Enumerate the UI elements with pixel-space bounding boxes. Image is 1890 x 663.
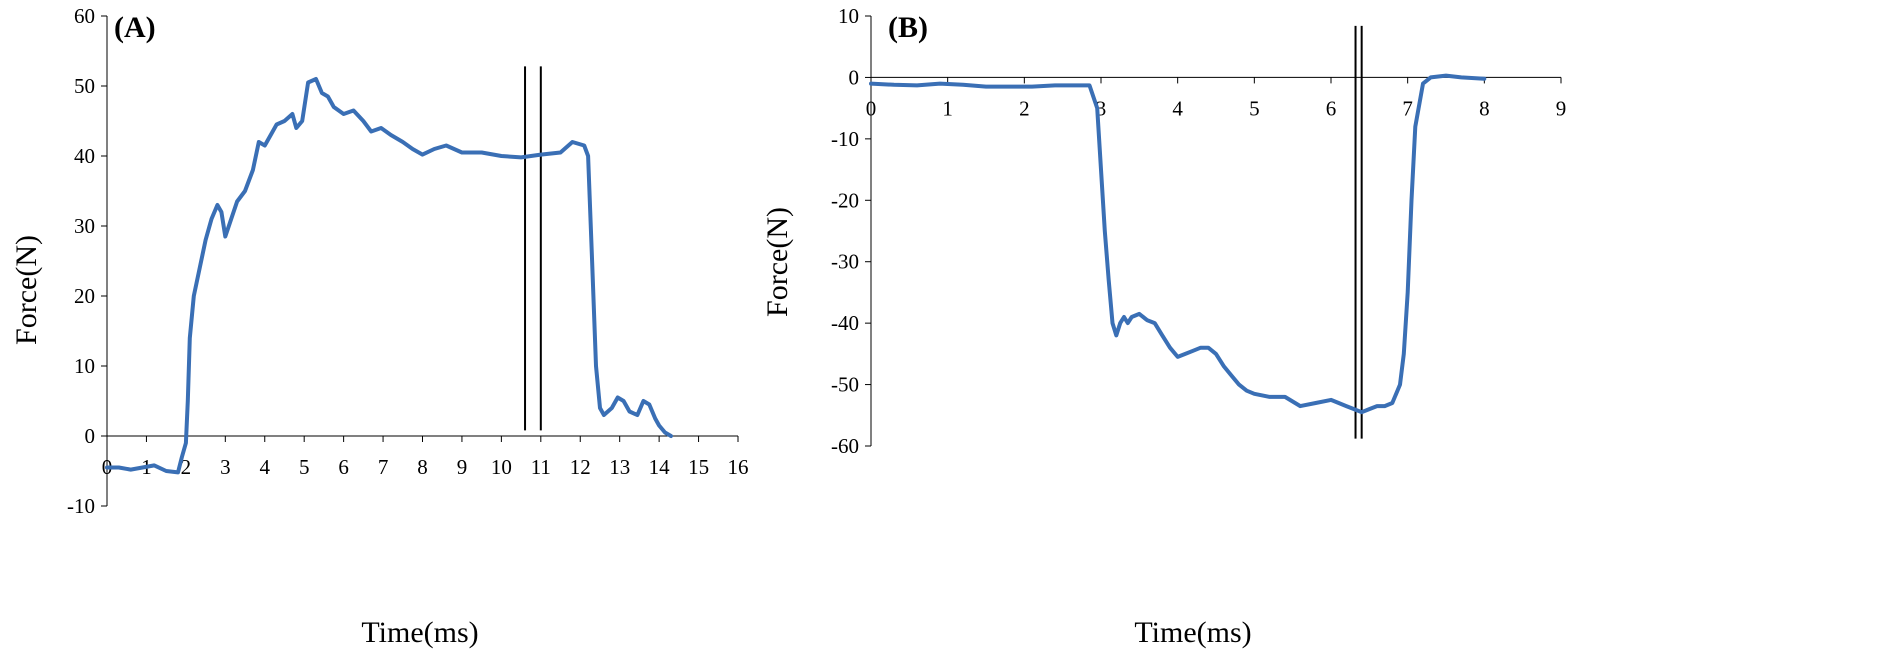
panel-a-x-tick-label: 9 — [457, 455, 468, 479]
panel-b-y-tick-label: -60 — [831, 434, 859, 458]
panel-a-y-tick-label: -10 — [67, 494, 95, 518]
panel-b-y-tick-label: -30 — [831, 250, 859, 274]
panel-b-y-tick-label: 10 — [838, 4, 859, 28]
panel-a-ylabel: Force(N) — [10, 235, 43, 345]
panel-a-x-tick-label: 5 — [299, 455, 310, 479]
panel-a-x-tick-label: 11 — [531, 455, 551, 479]
panel-b-y-tick-label: -40 — [831, 311, 859, 335]
panel-b-x-tick-label: 3 — [1096, 96, 1107, 120]
panel-a-x-tick-label: 7 — [378, 455, 389, 479]
panel-b-x-tick-label: 7 — [1402, 96, 1413, 120]
panel-a-x-tick-label: 14 — [649, 455, 671, 479]
panel-a-x-tick-label: 13 — [609, 455, 630, 479]
panel-a-y-tick-label: 60 — [74, 4, 95, 28]
panel-a-force-line — [105, 77, 673, 475]
panel-a-x-tick-label: 16 — [728, 455, 749, 479]
panel-b-x-tick-label: 2 — [1019, 96, 1030, 120]
panel-a-xlabel: Time(ms) — [361, 616, 478, 649]
panel-a-y-tick-label: 40 — [74, 144, 95, 168]
panel-a-y-tick-label: 30 — [74, 214, 95, 238]
panel-b-x-tick-label: 5 — [1249, 96, 1260, 120]
panel-b-x-tick-label: 1 — [942, 96, 953, 120]
panel-a-y-tick-label: 0 — [85, 424, 96, 448]
panel-a-x-tick-label: 3 — [220, 455, 231, 479]
panel-b-x-tick-label: 8 — [1479, 96, 1490, 120]
panel-b-x-tick-label: 9 — [1556, 96, 1567, 120]
panel-a-y-tick-label: 20 — [74, 284, 95, 308]
panel-b-ylabel: Force(N) — [761, 207, 794, 317]
panel-b-y-tick-label: -50 — [831, 373, 859, 397]
panel-a-y-tick-label: 10 — [74, 354, 95, 378]
panel-b-x-tick-label: 4 — [1172, 96, 1183, 120]
panel-b-label: (B) — [888, 11, 928, 44]
panel-b-y-tick-label: -20 — [831, 188, 859, 212]
panel-b-force-line — [869, 73, 1487, 415]
panel-b: (B) Force(N) Time(ms) -60 -50 -40 -30 -20 -10… — [761, 4, 1566, 649]
panel-a-x-tick-label: 2 — [181, 455, 192, 479]
panel-a-y-tick-label: 50 — [74, 74, 95, 98]
panel-b-xlabel: Time(ms) — [1134, 616, 1251, 649]
panel-a-x-tick-label: 6 — [338, 455, 349, 479]
panel-a-x-tick-label: 15 — [688, 455, 709, 479]
panel-b-y-tick-label: -10 — [831, 127, 859, 151]
panel-a-x-tick-label: 4 — [260, 455, 271, 479]
panel-b-y-tick-label: 0 — [849, 65, 860, 89]
panel-a-x-tick-label: 8 — [417, 455, 428, 479]
panel-a-x-tick-label: 10 — [491, 455, 512, 479]
panel-b-x-tick-label: 0 — [866, 96, 877, 120]
panel-a-label: (A) — [114, 11, 156, 44]
panel-a-x-tick-label: 12 — [570, 455, 591, 479]
panel-b-x-tick-label: 6 — [1326, 96, 1337, 120]
